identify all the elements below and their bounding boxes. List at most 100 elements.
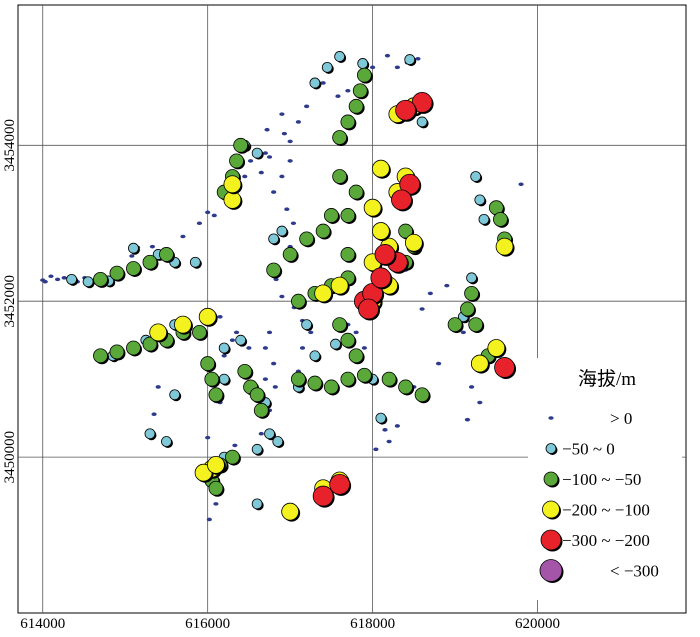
data-point [251, 498, 263, 510]
data-point [308, 330, 314, 335]
data-point [398, 379, 414, 395]
data-point [42, 279, 48, 284]
data-point [321, 61, 333, 73]
data-point [356, 367, 372, 383]
data-point [206, 517, 212, 522]
data-point [301, 319, 313, 330]
data-point [262, 346, 269, 350]
data-point [225, 449, 240, 465]
data-point [272, 385, 278, 389]
data-point [345, 88, 351, 93]
data-point [363, 198, 382, 217]
data-point [348, 98, 364, 114]
data-point [271, 190, 277, 194]
data-point [282, 247, 298, 262]
legend-marker [539, 559, 563, 582]
data-point [128, 242, 139, 254]
data-point [161, 436, 172, 447]
data-point [464, 417, 471, 422]
data-point [299, 346, 306, 350]
data-point [335, 94, 341, 98]
data-point [382, 428, 388, 432]
data-point [169, 389, 181, 401]
data-point [427, 291, 433, 296]
data-point [373, 447, 379, 452]
data-point [279, 112, 285, 116]
data-point [299, 231, 315, 247]
data-point [395, 99, 417, 121]
data-point [487, 339, 506, 357]
y-tick-labels: 3450000 3452000 3454000 [2, 119, 18, 483]
legend: 海拔/m > 0 −50 ~ 0 −100 ~ −50 −200 ~ −100 −300… [528, 358, 682, 600]
data-point [494, 357, 515, 378]
data-point [357, 58, 369, 69]
legend-label: > 0 [610, 409, 632, 428]
data-point [470, 354, 489, 373]
data-point [232, 443, 238, 448]
data-point [229, 153, 244, 169]
data-point [340, 208, 356, 223]
data-point [284, 207, 290, 212]
data-point [235, 334, 247, 346]
data-point [66, 273, 78, 285]
data-point [208, 480, 224, 496]
data-point [493, 211, 508, 227]
data-point [374, 244, 396, 265]
data-point [404, 54, 416, 65]
data-point [398, 223, 414, 239]
data-point [155, 385, 161, 389]
data-point [312, 485, 334, 507]
data-point [370, 267, 392, 289]
data-point [468, 385, 475, 389]
legend-label: −300 ~ −200 [562, 531, 650, 550]
data-point [295, 120, 301, 124]
data-points [40, 51, 524, 522]
data-point [361, 346, 367, 350]
data-point [416, 116, 428, 128]
data-point [266, 330, 273, 335]
data-point [330, 338, 341, 350]
data-point [233, 137, 249, 153]
data-point [253, 402, 269, 418]
legend-marker [548, 416, 554, 420]
data-point [279, 294, 285, 299]
data-point [242, 174, 248, 179]
data-point [142, 336, 158, 352]
data-point [470, 171, 482, 182]
data-point [266, 262, 282, 278]
legend-marker [540, 529, 562, 551]
data-point [207, 455, 225, 474]
data-point [348, 348, 364, 364]
data-point [332, 130, 348, 145]
data-point [386, 439, 392, 444]
data-point [200, 356, 216, 371]
data-point [218, 342, 230, 354]
data-point [109, 265, 125, 281]
data-point [264, 127, 270, 132]
data-point [262, 151, 269, 155]
data-point [247, 159, 254, 163]
data-point [262, 377, 269, 381]
data-point [264, 428, 275, 440]
data-point [258, 170, 264, 175]
data-point [340, 332, 356, 348]
data-point [151, 412, 157, 417]
data-point [332, 169, 348, 184]
data-point [353, 330, 359, 335]
data-point [129, 254, 135, 258]
data-point [246, 346, 252, 350]
plot-frame [17, 4, 687, 614]
data-point [315, 223, 331, 239]
data-point [309, 350, 321, 362]
data-point [180, 234, 186, 239]
data-point [332, 317, 348, 332]
data-point [371, 159, 390, 178]
data-point [304, 104, 310, 109]
legend-label: < −300 [610, 562, 659, 581]
data-point [174, 315, 192, 334]
data-point [48, 274, 54, 279]
data-point [307, 375, 323, 391]
data-point [466, 272, 477, 284]
data-point [192, 324, 207, 340]
